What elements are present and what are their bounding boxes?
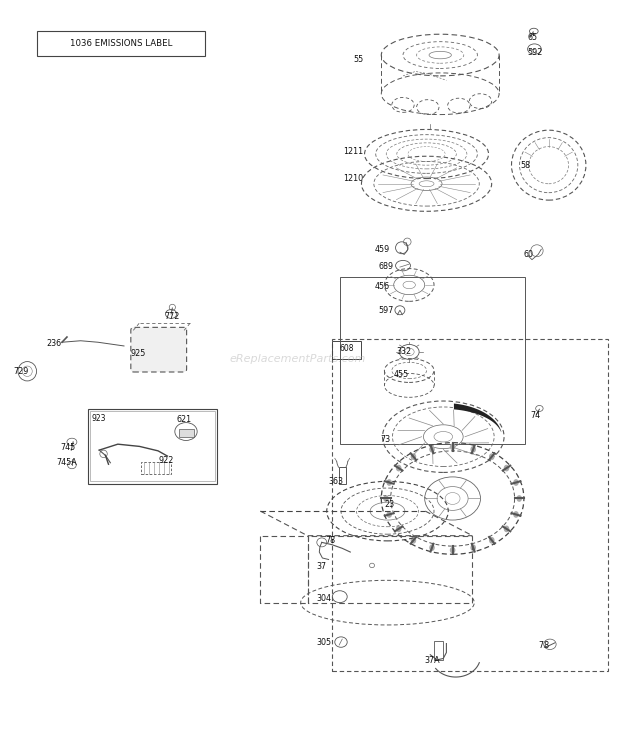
Text: 456: 456 [375, 282, 390, 291]
Text: 363: 363 [329, 477, 343, 486]
Ellipse shape [471, 545, 476, 551]
Ellipse shape [516, 496, 522, 501]
Text: 459: 459 [375, 245, 391, 254]
Ellipse shape [410, 453, 416, 460]
Bar [37, 31, 205, 56]
Text: 689: 689 [378, 262, 393, 271]
Text: 592: 592 [527, 48, 542, 57]
Text: 745A: 745A [56, 458, 77, 467]
Text: 55: 55 [353, 55, 364, 64]
Ellipse shape [383, 496, 389, 501]
Text: 74: 74 [530, 411, 540, 420]
Text: 925: 925 [130, 349, 146, 358]
Text: 772: 772 [164, 312, 180, 321]
FancyBboxPatch shape [131, 327, 187, 372]
Text: 923: 923 [92, 414, 106, 423]
Text: 729: 729 [14, 368, 29, 376]
Bar [340, 277, 525, 444]
Text: 608: 608 [339, 344, 354, 353]
Text: 65: 65 [527, 33, 537, 42]
Text: 1211: 1211 [343, 147, 363, 155]
Bar [88, 409, 217, 484]
Bar [90, 411, 215, 481]
Text: 597: 597 [378, 307, 394, 315]
Ellipse shape [429, 446, 435, 452]
Text: 455: 455 [394, 371, 409, 379]
Ellipse shape [513, 511, 519, 518]
Text: 60: 60 [524, 250, 534, 259]
Ellipse shape [503, 465, 509, 472]
Text: 332: 332 [397, 347, 412, 356]
Ellipse shape [396, 525, 402, 532]
Text: 78: 78 [325, 536, 335, 545]
Text: 922: 922 [158, 456, 174, 465]
Text: 621: 621 [177, 415, 192, 424]
Text: 58: 58 [521, 161, 531, 170]
Bar [434, 641, 443, 660]
Ellipse shape [489, 537, 495, 544]
Text: 236: 236 [46, 339, 61, 348]
Ellipse shape [450, 443, 455, 450]
Text: eReplacementParts.com: eReplacementParts.com [229, 354, 366, 365]
Text: 305: 305 [316, 638, 331, 647]
Ellipse shape [503, 525, 509, 532]
Ellipse shape [471, 446, 476, 452]
Text: 745: 745 [61, 443, 76, 452]
Ellipse shape [396, 465, 402, 472]
Text: 37: 37 [316, 562, 326, 571]
Ellipse shape [513, 479, 519, 486]
Text: 23: 23 [384, 500, 394, 509]
Bar [141, 462, 171, 474]
Ellipse shape [489, 453, 495, 460]
Bar [339, 467, 346, 484]
Text: 1036 EMISSIONS LABEL: 1036 EMISSIONS LABEL [69, 39, 172, 48]
Ellipse shape [386, 511, 392, 518]
Bar [332, 341, 361, 359]
Text: 78: 78 [539, 641, 552, 650]
Text: 37A: 37A [425, 656, 440, 665]
Bar [179, 429, 194, 437]
Ellipse shape [410, 537, 416, 544]
Bar [332, 339, 608, 671]
Text: 1210: 1210 [343, 174, 363, 183]
Ellipse shape [386, 479, 392, 486]
Text: 304: 304 [316, 594, 331, 603]
Text: 73: 73 [380, 435, 390, 444]
Ellipse shape [450, 547, 455, 554]
Ellipse shape [429, 545, 435, 551]
